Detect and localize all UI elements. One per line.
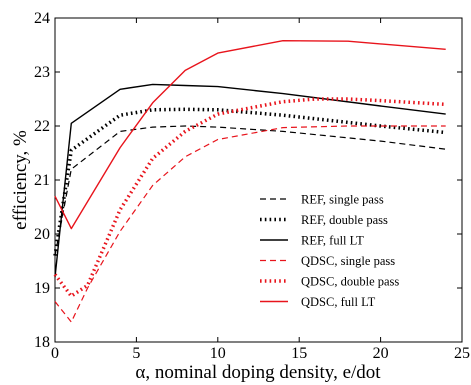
legend: REF, single pass REF, double pass REF, ful… — [260, 193, 399, 309]
y-tick-label: 24 — [34, 10, 50, 27]
y-tick-label: 18 — [34, 334, 50, 351]
y-tick-label: 20 — [34, 226, 50, 243]
series-line-ref-full-lt — [54, 83, 446, 278]
series-line-qdsc-single-pass — [54, 125, 446, 323]
x-tick-label: 20 — [373, 345, 389, 362]
x-tick-label: 0 — [51, 345, 59, 362]
x-tick-label: 10 — [210, 345, 226, 362]
series-line-qdsc-double-pass — [53, 97, 446, 298]
y-tick-label: 19 — [34, 280, 50, 297]
x-tick-label: 15 — [291, 345, 307, 362]
series-line-qdsc-full-lt — [54, 40, 446, 230]
y-tick-label: 22 — [34, 118, 50, 135]
legend-label-qdsc-double-pass: QDSC, double pass — [301, 275, 399, 289]
legend-label-qdsc-single-pass: QDSC, single pass — [301, 254, 395, 268]
x-axis-label: α, nominal doping density, e/dot — [135, 362, 381, 383]
x-tick-label: 25 — [454, 345, 470, 362]
legend-label-ref-single-pass: REF, single pass — [301, 193, 384, 207]
plot-frame — [54, 17, 463, 343]
legend-label-ref-double-pass: REF, double pass — [301, 213, 388, 227]
y-tick-label: 21 — [34, 172, 50, 189]
series-line-ref-double-pass — [53, 107, 446, 256]
legend-label-qdsc-full-lt: QDSC, full LT — [301, 295, 376, 309]
series-line-ref-single-pass — [54, 125, 446, 256]
x-tick-label: 5 — [132, 345, 140, 362]
series-layer — [53, 40, 446, 323]
legend-label-ref-full-lt: REF, full LT — [301, 234, 364, 248]
axes: 0 5 10 15 20 25 18 19 20 21 22 23 24 — [34, 10, 470, 362]
y-tick-label: 23 — [34, 64, 50, 81]
y-axis-label: efficiency, % — [10, 130, 31, 230]
